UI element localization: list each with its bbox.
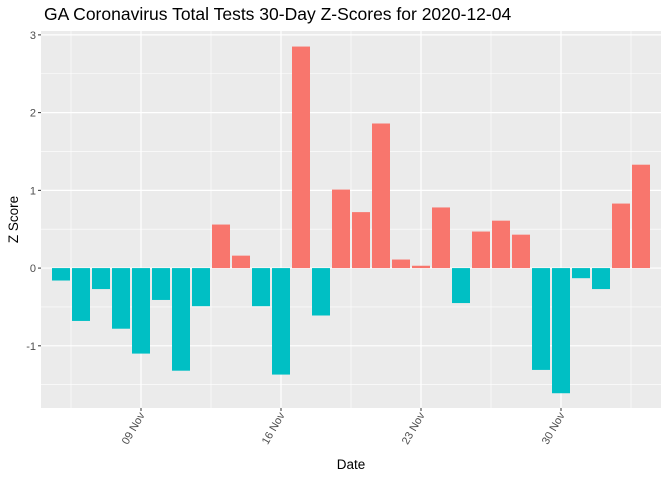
x-axis-ticks: 09 Nov 16 Nov 23 Nov 30 Nov <box>120 408 568 447</box>
bar <box>312 268 330 316</box>
bar <box>472 231 490 269</box>
bar <box>432 207 450 269</box>
bar <box>412 265 430 269</box>
bar <box>212 224 230 269</box>
bar <box>192 268 210 307</box>
bar <box>612 203 630 269</box>
bar <box>372 123 390 269</box>
y-tick-label: 3 <box>30 30 36 42</box>
bar <box>632 164 650 269</box>
bar <box>532 268 550 370</box>
bar <box>592 268 610 290</box>
bar <box>132 268 150 354</box>
bar <box>552 268 570 394</box>
y-axis-ticks: -1 0 1 2 3 <box>26 30 41 353</box>
y-tick-label: -1 <box>26 341 36 353</box>
bar <box>572 268 590 279</box>
bar <box>352 212 370 269</box>
bar <box>72 268 90 321</box>
bar <box>92 268 110 290</box>
bar <box>152 268 170 300</box>
x-tick-label: 23 Nov <box>400 410 428 447</box>
y-axis-title: Z Score <box>6 196 21 243</box>
y-tick-label: 1 <box>30 185 36 197</box>
bar <box>492 220 510 269</box>
x-axis-title: Date <box>337 457 366 472</box>
y-tick-label: 2 <box>30 108 36 120</box>
bar <box>252 268 270 307</box>
y-tick-label: 0 <box>30 263 36 275</box>
chart-title: GA Coronavirus Total Tests 30-Day Z-Scor… <box>44 4 512 24</box>
bar <box>272 268 290 375</box>
bar <box>52 268 70 281</box>
bar <box>172 268 190 371</box>
bar <box>332 189 350 269</box>
bars <box>52 46 650 394</box>
bar <box>292 46 310 269</box>
bar <box>512 234 530 269</box>
x-tick-label: 09 Nov <box>120 410 148 447</box>
bar <box>392 259 410 269</box>
bar <box>452 268 470 304</box>
x-tick-label: 16 Nov <box>260 410 288 447</box>
x-tick-label: 30 Nov <box>540 410 568 447</box>
bar <box>112 268 130 329</box>
bar <box>232 255 250 269</box>
